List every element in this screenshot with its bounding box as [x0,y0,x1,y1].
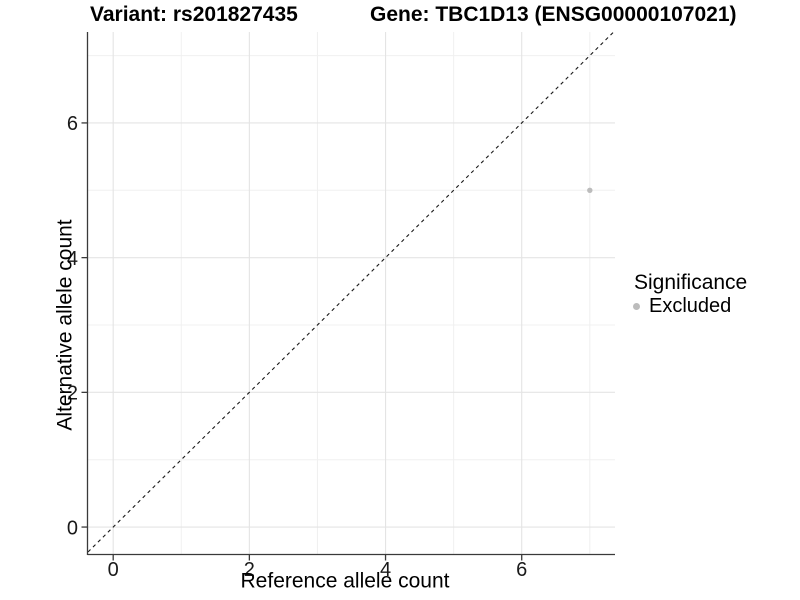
plot-title-variant: Variant: rs201827435 [90,3,298,26]
x-axis-title: Reference allele count [240,569,450,593]
legend-item-label: Excluded [649,295,732,317]
y-axis-title: Alternative allele count [53,219,77,431]
y-tick-label: 6 [67,113,78,135]
x-tick-label: 0 [108,559,119,581]
y-tick-label: 2 [67,383,78,405]
y-tick-label: 0 [67,517,78,539]
data-point [587,187,593,193]
legend-title: Significance [634,271,748,294]
x-tick-label: 2 [244,559,255,581]
legend-point-icon [633,302,640,310]
identity-line [87,31,615,553]
legend-item-excluded: Excluded [633,295,747,317]
y-tick-label: 4 [67,248,78,270]
legend: Significance Excluded [633,271,747,317]
x-tick-label: 4 [380,559,391,581]
x-tick-label: 6 [516,559,527,581]
plot-title-gene: Gene: TBC1D13 (ENSG00000107021) [370,3,737,26]
